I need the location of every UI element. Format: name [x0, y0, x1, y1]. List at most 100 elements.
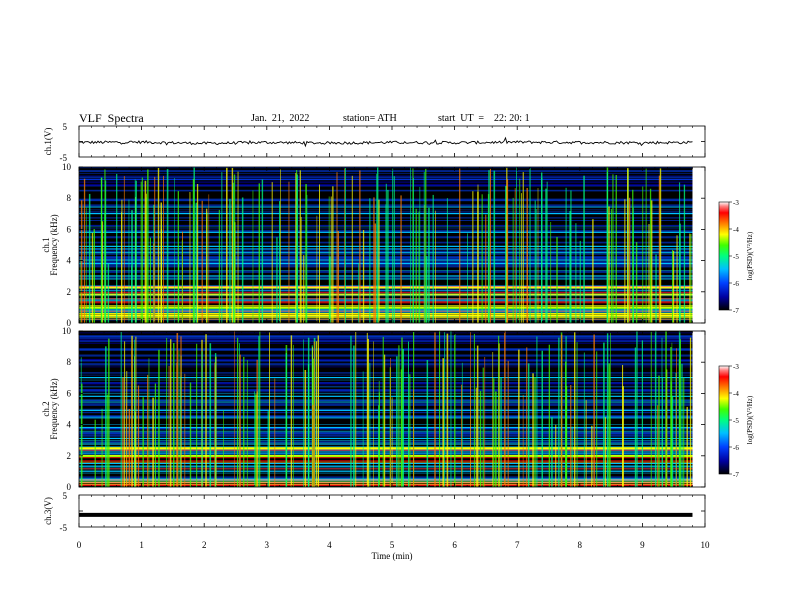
noise-row	[79, 181, 693, 184]
sferic	[246, 360, 248, 487]
y-tick-label: 2	[67, 287, 72, 297]
sferic	[492, 352, 494, 487]
sferic	[426, 360, 429, 487]
sferic	[518, 349, 520, 487]
sferic	[591, 425, 593, 487]
noise-row	[79, 446, 693, 448]
colorbar-label: log(PSD)(V²/Hz)	[746, 395, 754, 444]
y-tick-label: -5	[60, 523, 68, 533]
sferic	[484, 357, 486, 487]
sferic	[546, 181, 548, 323]
sferic	[173, 343, 175, 487]
sferic	[683, 184, 686, 323]
sferic	[504, 331, 506, 487]
sferic	[303, 339, 304, 487]
sferic	[319, 184, 320, 323]
noise-row	[79, 408, 693, 410]
sferic	[624, 199, 626, 323]
sferic	[675, 372, 677, 487]
colorbar-tick-label: -5	[733, 417, 739, 425]
noise-row	[79, 432, 693, 434]
sferic	[507, 360, 509, 487]
noise-row	[79, 366, 693, 368]
sferic	[481, 194, 483, 323]
x-tick-label: 9	[640, 540, 645, 550]
sferic	[300, 217, 302, 323]
sferic	[622, 365, 624, 487]
lf-band	[79, 479, 693, 481]
sferic	[419, 186, 421, 323]
sferic	[655, 254, 657, 323]
noise-row	[79, 175, 693, 177]
sferic	[555, 424, 557, 487]
sferic	[107, 263, 110, 323]
sferic	[551, 417, 553, 487]
noise-row	[79, 403, 693, 405]
sferic	[261, 179, 264, 323]
sferic	[144, 180, 147, 323]
colorbar-tick-label: -7	[733, 307, 739, 315]
sferic	[383, 354, 386, 487]
sferic	[344, 168, 346, 323]
sferic	[413, 389, 414, 487]
noise-row	[79, 184, 693, 187]
sferic	[290, 335, 293, 487]
sferic	[575, 223, 577, 323]
sferic	[482, 367, 484, 487]
sferic	[329, 256, 331, 323]
sferic	[157, 168, 160, 323]
lf-band	[79, 483, 693, 485]
sferic	[168, 366, 170, 487]
sferic	[676, 348, 677, 487]
noise-row	[79, 402, 693, 403]
sferic	[79, 256, 81, 323]
sferic	[615, 175, 617, 323]
sferic	[493, 170, 496, 323]
sferic	[233, 174, 236, 323]
sferic	[579, 240, 581, 323]
sferic	[376, 173, 377, 323]
sferic	[209, 343, 212, 487]
colorbar-label: log(PSD)(V²/Hz)	[746, 231, 754, 280]
sferic	[101, 178, 103, 323]
sferic	[232, 182, 234, 323]
plot-frame	[78, 494, 706, 528]
date-label: Jan. 21, 2022	[251, 113, 310, 124]
sferic	[396, 356, 398, 487]
sferic	[402, 349, 404, 487]
noise-row	[79, 440, 693, 441]
sferic	[659, 168, 662, 323]
noise-row	[79, 476, 693, 479]
sferic	[145, 193, 147, 323]
sferic	[134, 179, 136, 323]
sferic	[541, 172, 543, 323]
y-tick-label: 4	[67, 420, 72, 430]
sferic	[218, 209, 220, 323]
y-tick-label: 10	[62, 162, 72, 172]
sferic	[423, 171, 425, 323]
sferic	[596, 351, 598, 487]
sferic	[355, 332, 357, 487]
noise-row	[79, 179, 693, 181]
sferic	[461, 384, 463, 487]
sferic	[435, 210, 436, 323]
sferic	[313, 341, 315, 487]
sferic	[258, 183, 260, 323]
sferic	[328, 196, 330, 323]
colorbar	[718, 365, 730, 475]
sferic	[650, 331, 652, 487]
sferic	[670, 381, 672, 487]
sferic	[603, 342, 605, 487]
sferic	[574, 332, 576, 487]
sferic	[565, 386, 568, 487]
frequency-band	[79, 395, 693, 397]
lf-band	[79, 468, 693, 470]
sferic	[488, 170, 490, 323]
sferic	[635, 242, 638, 323]
sferic	[672, 250, 675, 323]
y-axis-label: ch.2	[41, 401, 51, 416]
lf-band	[79, 455, 693, 457]
sferic	[689, 337, 692, 487]
y-axis-label: Frequency (kHz)	[49, 378, 59, 439]
lf-band	[79, 457, 693, 459]
